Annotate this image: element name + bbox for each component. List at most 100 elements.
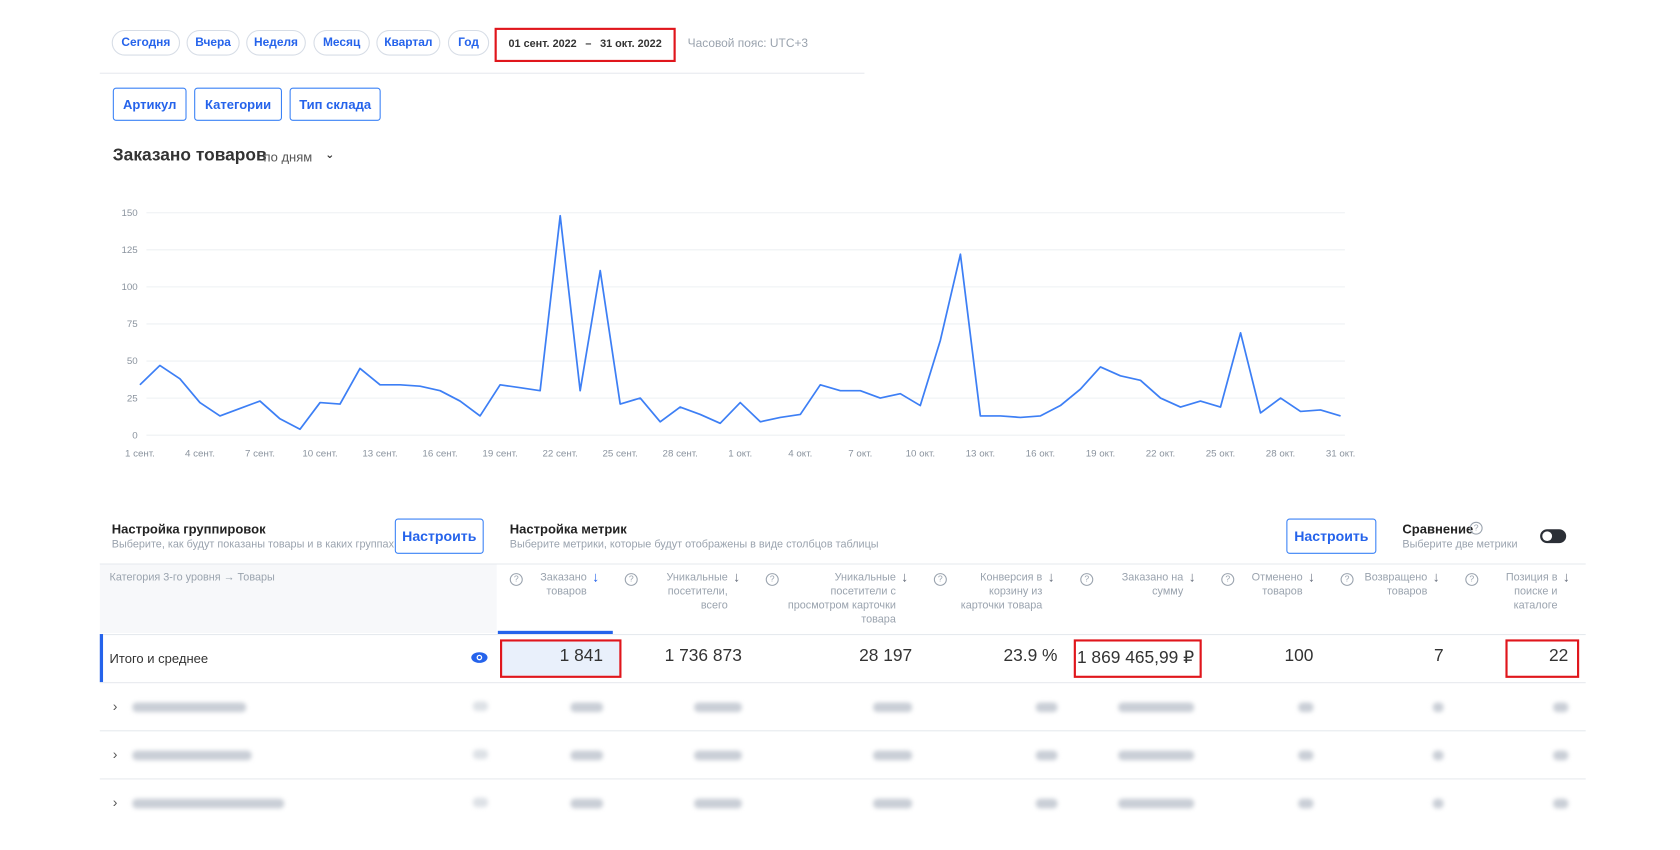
- period-button[interactable]: Неделя: [246, 29, 306, 56]
- period-button[interactable]: Вчера: [186, 29, 240, 56]
- redacted-icon: [472, 749, 489, 760]
- x-tick-label: 1 сент.: [125, 449, 155, 460]
- redacted-value: [1118, 702, 1195, 713]
- divider: [99, 682, 1586, 684]
- y-tick-label: 125: [121, 245, 137, 256]
- total-value: 28 197: [859, 646, 913, 666]
- column-header: Уникальные посетители, всего: [666, 572, 728, 612]
- x-tick-label: 10 сент.: [302, 449, 337, 460]
- x-tick-label: 31 окт.: [1326, 449, 1355, 460]
- x-tick-label: 16 окт.: [1026, 449, 1055, 460]
- sort-arrow[interactable]: ↓: [1562, 568, 1570, 585]
- period-button[interactable]: Квартал: [376, 29, 441, 56]
- redacted-value: [1432, 798, 1444, 809]
- y-tick-label: 0: [132, 430, 138, 441]
- redacted-value: [694, 702, 742, 713]
- eye-icon[interactable]: [471, 651, 488, 664]
- redacted-value: [1553, 798, 1569, 809]
- grouping-button[interactable]: Категории: [194, 87, 282, 121]
- highlight: [500, 639, 622, 678]
- total-value: 1 869 465,99 ₽: [1076, 649, 1195, 668]
- period-value: по дням: [263, 149, 313, 165]
- grouping-button[interactable]: Артикул: [112, 87, 187, 121]
- chart-title: Заказано товаров: [112, 146, 267, 165]
- comparison-toggle[interactable]: [1540, 529, 1567, 544]
- sort-arrow[interactable]: ↓: [1432, 568, 1440, 585]
- divider: [99, 730, 1586, 732]
- period-button[interactable]: Год: [447, 29, 490, 56]
- help-icon: ?: [1469, 521, 1483, 535]
- x-tick-label: 7 окт.: [848, 449, 872, 460]
- x-tick-label: 28 сент.: [663, 449, 698, 460]
- comparison-description: Выберите две метрики: [1402, 538, 1518, 551]
- period-button[interactable]: Сегодня: [111, 29, 181, 56]
- active-column-underline: [497, 630, 613, 635]
- help-icon: ?: [933, 573, 947, 586]
- redacted-value: [570, 702, 604, 713]
- redacted-value: [1035, 702, 1058, 713]
- highlight: [1505, 639, 1580, 678]
- help-icon: ?: [624, 573, 638, 586]
- date-range[interactable]: 01 сент. 2022 – 31 окт. 2022: [496, 30, 675, 59]
- sort-arrow[interactable]: ↓: [733, 568, 741, 585]
- x-tick-label: 1 окт.: [728, 449, 752, 460]
- expand-chevron[interactable]: ›: [112, 698, 118, 715]
- toggle-knob: [1542, 531, 1553, 542]
- x-tick-label: 25 окт.: [1206, 449, 1235, 460]
- chart: 0 25 50 75 100 125 150 1 сент. 4 сент. 7 сент. 10 …: [121, 208, 1355, 460]
- total-value: 100: [1284, 646, 1314, 666]
- timezone: Часовой пояс: UTC+3: [687, 37, 809, 51]
- highlight: [494, 27, 676, 63]
- period-select[interactable]: по дням ⌄: [264, 150, 335, 165]
- date-separator: –: [585, 38, 592, 51]
- line: [139, 214, 1341, 431]
- redacted-value: [1432, 750, 1444, 761]
- sort-arrow[interactable]: ↓: [1308, 568, 1316, 585]
- column-header: Позиция в поиске и каталоге: [1505, 572, 1558, 612]
- redacted-value: [570, 798, 604, 809]
- expand-chevron[interactable]: ›: [112, 746, 118, 763]
- date-from: 01 сент. 2022: [508, 38, 577, 51]
- chevron: ⌄: [325, 149, 335, 162]
- x-tick-label: 25 сент.: [602, 449, 637, 460]
- total-value: 23.9 %: [1003, 646, 1058, 666]
- period-button[interactable]: Месяц: [313, 29, 370, 56]
- divider: [99, 778, 1586, 780]
- metric-settings-button[interactable]: Настроить: [1286, 518, 1377, 554]
- sort-arrow[interactable]: ↓: [1188, 568, 1196, 585]
- help-icon: ?: [1080, 573, 1094, 586]
- grouping-button[interactable]: Тип склада: [289, 87, 381, 121]
- column-header: Уникальные посетители с просмотром карто…: [787, 572, 896, 626]
- y-tick-label: 50: [127, 356, 138, 367]
- help-icon: ?: [1221, 573, 1235, 586]
- y-tick-label: 100: [121, 282, 138, 293]
- group-settings-button[interactable]: Настроить: [394, 518, 484, 554]
- redacted-value: [873, 798, 913, 809]
- x-tick-label: 19 сент.: [482, 449, 517, 460]
- expand-chevron[interactable]: ›: [112, 794, 118, 811]
- redacted-value: [873, 750, 913, 761]
- group-settings-description: Выберите, как будут показаны товары и в …: [111, 538, 394, 551]
- sort-arrow[interactable]: ↓: [901, 568, 909, 585]
- x-tick-label: 28 окт.: [1266, 449, 1295, 460]
- metric-settings-title: Настройка метрик: [509, 521, 627, 537]
- redacted-value: [1298, 798, 1314, 809]
- help-icon: ?: [1340, 573, 1354, 586]
- y-tick-label: 75: [127, 319, 138, 330]
- comparison-title: Сравнение: [1402, 521, 1474, 537]
- y-tick-label: 25: [127, 393, 138, 404]
- redacted-value: [1035, 798, 1058, 809]
- x-tick-label: 19 окт.: [1086, 449, 1115, 460]
- sort-arrow[interactable]: ↓: [1047, 568, 1055, 585]
- first-column-header: Категория 3-го уровня → Товары: [109, 572, 275, 584]
- x-tick-label: 10 окт.: [906, 449, 935, 460]
- redacted-value: [570, 750, 604, 761]
- x-tick-label: 13 сент.: [362, 449, 397, 460]
- redacted-value: [1035, 750, 1058, 761]
- x-tick-label: 13 окт.: [966, 449, 995, 460]
- total-value: 1 736 873: [664, 646, 742, 666]
- x-tick-label: 4 сент.: [185, 449, 215, 460]
- redacted-value: [1432, 702, 1444, 713]
- sort-arrow[interactable]: ↓: [592, 568, 600, 585]
